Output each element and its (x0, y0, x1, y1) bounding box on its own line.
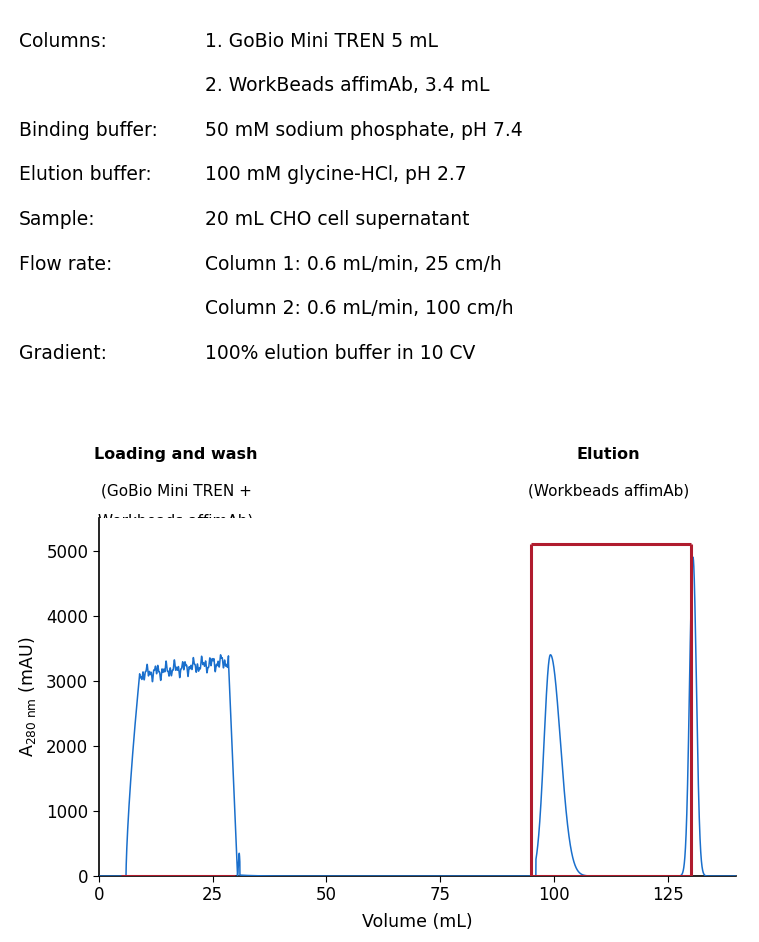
Text: Column 1: 0.6 mL/min, 25 cm/h: Column 1: 0.6 mL/min, 25 cm/h (205, 254, 502, 274)
X-axis label: Volume (mL): Volume (mL) (362, 913, 473, 931)
Text: Binding buffer:: Binding buffer: (19, 121, 158, 139)
Text: Flow rate:: Flow rate: (19, 254, 112, 274)
Text: Workbeads affimAb): Workbeads affimAb) (99, 513, 254, 528)
Text: (Workbeads affimAb): (Workbeads affimAb) (528, 483, 689, 498)
Text: Elution: Elution (577, 447, 641, 463)
Y-axis label: A$_{\mathregular{280\ nm}}$ (mAU): A$_{\mathregular{280\ nm}}$ (mAU) (17, 637, 38, 757)
Text: 1. GoBio Mini TREN 5 mL: 1. GoBio Mini TREN 5 mL (205, 32, 438, 51)
Text: (GoBio Mini TREN +: (GoBio Mini TREN + (101, 483, 251, 498)
Text: Loading and wash: Loading and wash (94, 447, 258, 463)
Text: 2. WorkBeads affimAb, 3.4 mL: 2. WorkBeads affimAb, 3.4 mL (205, 76, 490, 95)
Text: Elution buffer:: Elution buffer: (19, 166, 152, 185)
Text: Gradient:: Gradient: (19, 344, 107, 363)
Text: 100% elution buffer in 10 CV: 100% elution buffer in 10 CV (205, 344, 475, 363)
Text: Sample:: Sample: (19, 210, 96, 229)
Text: 50 mM sodium phosphate, pH 7.4: 50 mM sodium phosphate, pH 7.4 (205, 121, 522, 139)
Text: Column 2: 0.6 mL/min, 100 cm/h: Column 2: 0.6 mL/min, 100 cm/h (205, 300, 513, 318)
Text: 20 mL CHO cell supernatant: 20 mL CHO cell supernatant (205, 210, 469, 229)
Text: 100 mM glycine-HCl, pH 2.7: 100 mM glycine-HCl, pH 2.7 (205, 166, 466, 185)
Text: Columns:: Columns: (19, 32, 106, 51)
